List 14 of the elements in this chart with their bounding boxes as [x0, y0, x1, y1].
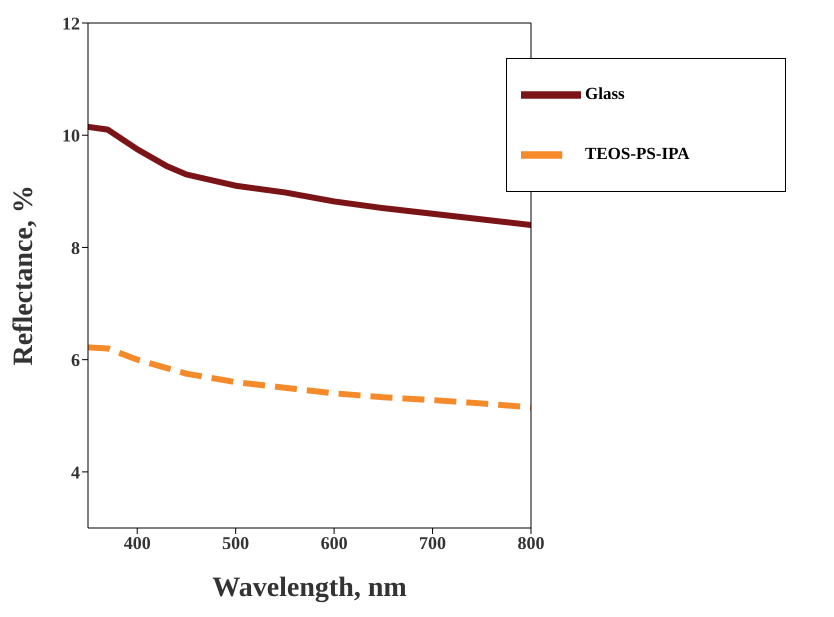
y-tick-label: 10	[62, 126, 80, 146]
x-tick-label: 400	[124, 532, 151, 553]
x-axis-title: Wavelength, nm	[212, 572, 407, 603]
y-tick-label: 6	[71, 350, 80, 370]
y-tick-label: 12	[62, 13, 80, 34]
x-tick-label: 500	[222, 532, 250, 553]
x-tick-label: 600	[320, 532, 348, 553]
y-tick-label: 4	[71, 462, 80, 482]
x-tick-label: 800	[518, 532, 544, 553]
y-axis-title: Reflectance, %	[8, 185, 39, 366]
y-tick-label: 8	[71, 238, 80, 258]
legend-label: TEOS-PS-IPA	[585, 144, 690, 163]
x-tick-label: 700	[419, 532, 446, 553]
legend-label: Glass	[585, 84, 625, 103]
